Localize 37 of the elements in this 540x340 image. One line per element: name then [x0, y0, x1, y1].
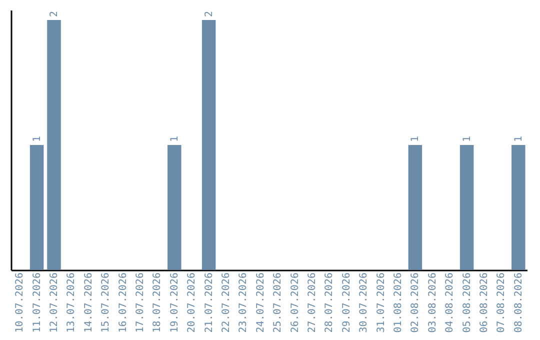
x-tick-label: 15.07.2026	[100, 272, 112, 333]
x-tick-label: 01.08.2026	[393, 272, 404, 333]
x-tick-label: 07.08.2026	[496, 272, 508, 333]
x-tick-label: 23.07.2026	[238, 272, 250, 333]
data-label: 1	[410, 136, 422, 142]
x-tick-label: 31.07.2026	[376, 272, 387, 333]
x-tick-label: 27.07.2026	[307, 272, 318, 333]
x-tick-label: 16.07.2026	[118, 272, 129, 333]
x-tick-label: 04.08.2026	[444, 272, 456, 333]
x-tick-label: 24.07.2026	[255, 272, 266, 333]
x-tick-label: 02.08.2026	[410, 272, 422, 333]
data-label: 1	[32, 136, 43, 142]
x-tick-label: 03.08.2026	[427, 272, 438, 333]
x-tick-label: 26.07.2026	[290, 272, 301, 333]
data-label: 1	[462, 136, 473, 142]
x-tick-label: 06.08.2026	[479, 272, 490, 333]
x-tick-label: 10.07.2026	[14, 272, 26, 333]
x-tick-label: 28.07.2026	[324, 272, 336, 333]
data-label: 1	[169, 136, 180, 142]
x-tick-label: 22.07.2026	[221, 272, 232, 333]
x-tick-label: 30.07.2026	[358, 272, 370, 333]
x-tick-label: 20.07.2026	[186, 272, 198, 333]
data-label: 2	[204, 10, 215, 17]
x-tick-label: 08.08.2026	[513, 272, 524, 333]
x-tick-label: 13.07.2026	[66, 272, 78, 333]
data-label: 2	[49, 10, 60, 17]
x-tick-label: 17.07.2026	[135, 272, 146, 333]
x-tick-label: 18.07.2026	[152, 272, 164, 333]
x-tick-label: 05.08.2026	[462, 272, 473, 333]
x-tick-label: 14.07.2026	[83, 272, 94, 333]
x-tick-label: 19.07.2026	[169, 272, 180, 333]
x-tick-label: 29.07.2026	[341, 272, 352, 333]
data-label: 1	[513, 136, 524, 142]
x-tick-label: 11.07.2026	[32, 272, 43, 333]
x-tick-label: 21.07.2026	[204, 272, 215, 333]
x-tick-label: 25.07.2026	[272, 272, 284, 333]
x-tick-label: 12.07.2026	[49, 272, 60, 333]
